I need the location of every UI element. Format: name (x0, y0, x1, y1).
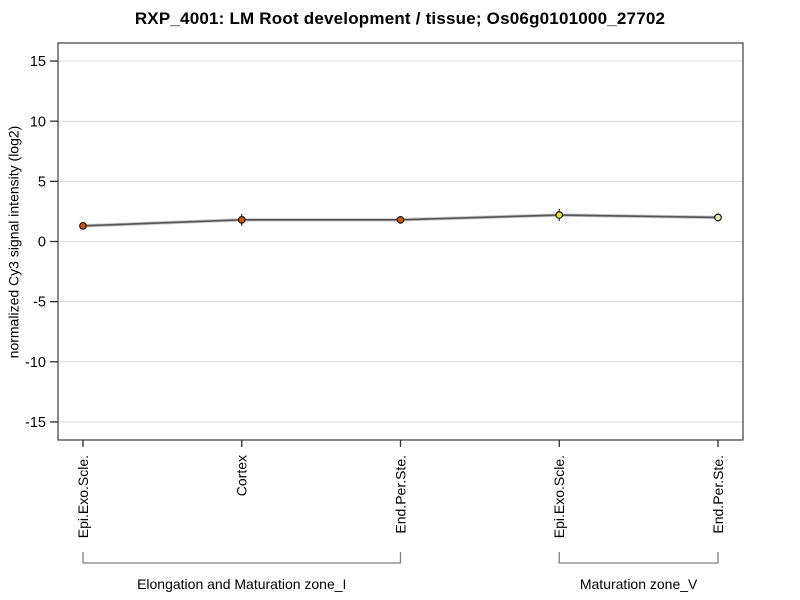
data-point (714, 213, 722, 222)
group-label: Maturation zone_V (580, 576, 698, 592)
y-tick-label: -5 (33, 295, 46, 311)
x-tick-label: Epi.Exo.Scle. (551, 455, 567, 538)
y-tick-label: 10 (30, 114, 46, 130)
data-point (237, 215, 246, 224)
group-label: Elongation and Maturation zone_I (137, 576, 346, 592)
axes: 15 10 5 0 -5 -10 -15 Epi.Exo.Scle. Cortex End.Per… (25, 54, 726, 538)
y-tick-label: -10 (25, 355, 46, 371)
y-tick-label: 5 (38, 174, 46, 190)
data-point (79, 221, 87, 230)
group-bracket (558, 552, 719, 564)
y-tick-label: 0 (38, 235, 46, 251)
group-bracket (82, 552, 402, 564)
x-tick-label: End.Per.Ste. (710, 455, 726, 534)
data-points (79, 209, 722, 230)
x-tick-label: Epi.Exo.Scle. (75, 455, 91, 538)
data-point (555, 211, 564, 219)
y-tick-label: 15 (30, 54, 46, 70)
gridlines (58, 60, 743, 423)
y-tick-label: -15 (25, 415, 46, 431)
data-point (396, 215, 405, 224)
x-tick-label: End.Per.Ste. (392, 455, 408, 534)
chart-title: RXP_4001: LM Root development / tissue; … (134, 9, 666, 28)
group-brackets: Elongation and Maturation zone_I Maturati… (82, 552, 719, 592)
x-tick-label: Cortex (234, 455, 250, 496)
